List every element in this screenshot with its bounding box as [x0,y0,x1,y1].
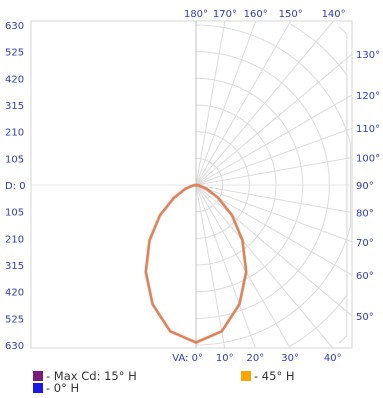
grid-spoke [195,20,257,186]
legend-label-0h: - 0° H [46,381,80,395]
curve-point [220,330,223,333]
y-tick-label: 210 [5,128,24,139]
grid-spoke [195,94,353,186]
y-tick-label: 420 [5,74,24,85]
curve-point [184,188,187,190]
grid-spoke [195,127,353,186]
curve-point [148,239,151,242]
curve-point [144,270,147,273]
curve-point [198,184,200,187]
right-angle-label: 50° [356,312,374,323]
top-angle-label: 170° [213,9,237,20]
right-angle-label: 110° [356,124,380,135]
top-angle-label: 180° [184,9,208,20]
right-angle-label: 70° [356,238,374,249]
legend-swatch-45h [241,371,251,381]
curve-point [238,303,241,306]
right-angle-label: 130° [356,50,380,61]
grid-spoke [195,184,353,276]
bottom-angle-label: 40° [324,353,342,364]
y-tick-label: 315 [5,101,24,112]
y-tick-label: 420 [5,288,24,299]
va-label: VA: 0° [172,353,203,364]
y-tick-label: 210 [5,234,24,245]
grid-spoke [195,184,226,349]
curve-point [169,330,172,333]
legend-item-45h: - 45° H [241,369,295,383]
curve-point [245,270,248,273]
grid-spoke [195,20,226,186]
curve-point [151,303,154,306]
right-angle-label: 120° [356,91,380,102]
curve-point [173,196,175,199]
y-tick-label: 525 [5,314,24,325]
bottom-angle-label: 10° [216,353,234,364]
curve-point [195,184,197,186]
y-tick-label: 630 [5,21,24,32]
grid-spoke [195,157,353,186]
curve-point [205,188,208,190]
y-tick-label: 105 [5,208,24,219]
grid-spoke [195,184,291,349]
right-angle-label: 80° [356,209,374,220]
curve-point [217,196,219,199]
bottom-angle-label: 20° [246,353,264,364]
legend-swatch-0h [33,383,43,393]
top-angle-label: 150° [279,9,303,20]
legend-item-0h: - 0° H [33,381,79,395]
y-tick-label: 630 [5,341,24,352]
curve-point [241,239,244,242]
grid-spoke [195,184,353,213]
grid-spoke [195,184,353,317]
y-tick-label: 105 [5,154,24,165]
curve-point [159,214,161,217]
center-label: D: 0 [5,181,26,192]
grid-spoke [195,20,334,186]
curve-point [195,341,197,344]
right-angle-label: 60° [356,271,374,282]
y-tick-label: 525 [5,48,24,59]
curve-point [192,184,194,187]
y-tick-label: 315 [5,261,24,272]
grid-spoke [195,20,292,186]
legend-item-max-cd: - Max Cd: 15° H [33,369,137,383]
legend-label-45h: - 45° H [254,369,295,383]
legend-swatch-max-cd [33,371,43,381]
top-angle-label: 140° [322,9,346,20]
grid-spoke [195,53,353,186]
top-angle-label: 160° [244,9,268,20]
grid-spoke [195,184,256,349]
right-angle-label: 100° [356,153,380,164]
bottom-angle-label: 30° [281,353,299,364]
right-angle-label: 90° [356,181,374,192]
legend-label-max-cd: - Max Cd: 15° H [46,369,137,383]
grid-spoke [195,184,353,243]
grid-spoke [195,184,334,349]
curve-point [231,214,233,217]
